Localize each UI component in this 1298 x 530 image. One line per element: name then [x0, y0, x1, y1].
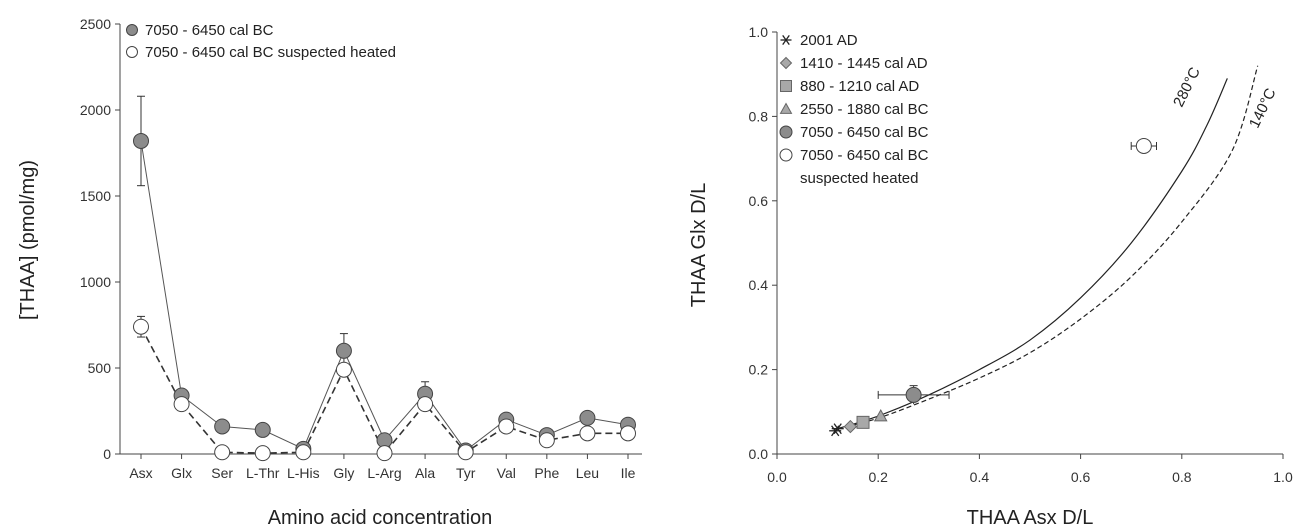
right-legend-label: 2001 AD [800, 32, 858, 49]
asterisk-stroke [782, 34, 790, 46]
left-x-tick-label: Ile [621, 465, 636, 481]
right-point-open-circle [1135, 137, 1152, 154]
left-point-heated [457, 444, 474, 461]
left-data-points [133, 132, 636, 462]
right-y-ticks: 0.0 0.2 0.4 0.6 0.8 1.0 [749, 24, 777, 462]
right-chart: 0.0 0.2 0.4 0.6 0.8 1.0 0.0 0.2 0.4 0.6 0.8 1.0 28… [688, 24, 1293, 529]
left-point-unheated [133, 132, 149, 149]
left-series-lines [140, 140, 629, 455]
right-point-asterisk [831, 423, 844, 435]
left-y-tick-label: 0 [103, 446, 111, 462]
left-chart: 0 500 1000 1500 2000 2500 Asx Glx Ser L-Thr L-His… [17, 16, 642, 529]
right-x-tick-label: 0.2 [868, 469, 888, 485]
right-x-tick-label: 0.0 [767, 469, 787, 485]
left-x-tick-label: Val [497, 465, 516, 481]
right-point-filled-circle [905, 386, 922, 403]
asterisk-stroke [833, 423, 842, 435]
left-point-unheated [335, 342, 352, 359]
left-x-axis-label: Amino acid concentration [268, 507, 493, 529]
right-curves: 280°C 140°C [837, 65, 1280, 430]
right-x-tick-label: 1.0 [1273, 469, 1293, 485]
left-x-tick-label: L-His [287, 465, 320, 481]
left-error-bars [137, 95, 592, 422]
left-legend: 7050 - 6450 cal BC 7050 - 6450 cal BC su… [126, 22, 396, 61]
right-legend-label: 2550 - 1880 cal BC [800, 101, 929, 118]
right-legend: 2001 AD 1410 - 1445 cal AD 880 - 1210 cal … [779, 32, 929, 187]
left-y-ticks: 0 500 1000 1500 2000 2500 [80, 16, 120, 462]
right-legend-label: 880 - 1210 cal AD [800, 78, 919, 95]
right-legend-marker-open-circle [779, 148, 793, 162]
left-point-heated [173, 396, 190, 413]
left-legend-marker-open [126, 46, 138, 58]
right-y-tick-label: 1.0 [749, 24, 769, 40]
left-point-heated [538, 432, 555, 449]
curve-label-140c: 140°C [1246, 86, 1280, 131]
right-data-points [829, 137, 1152, 437]
curve-140c [837, 65, 1259, 430]
right-legend-marker-triangle [779, 102, 793, 114]
curve-280c [837, 78, 1228, 430]
right-error-bars [877, 141, 1157, 405]
left-y-tick-label: 500 [88, 360, 112, 376]
right-point-triangle [873, 408, 888, 422]
right-y-tick-label: 0.2 [749, 362, 769, 378]
right-point-square [856, 415, 870, 429]
right-legend-label: 1410 - 1445 cal AD [800, 55, 928, 72]
left-x-tick-label: L-Arg [367, 465, 401, 481]
left-y-tick-label: 2000 [80, 102, 111, 118]
right-legend-label: 7050 - 6450 cal BC [800, 147, 929, 164]
left-point-unheated [214, 418, 231, 435]
left-point-heated [376, 445, 393, 462]
left-y-tick-label: 1000 [80, 274, 111, 290]
left-legend-marker-filled [126, 24, 138, 36]
left-x-tick-label: Ser [211, 465, 233, 481]
left-y-axis-label: [THAA] (pmol/mg) [17, 160, 39, 320]
left-x-tick-label: Glx [171, 465, 192, 481]
left-legend-label-2: 7050 - 6450 cal BC suspected heated [145, 44, 396, 61]
right-legend-marker-filled-circle [779, 125, 793, 139]
left-point-heated [295, 444, 312, 461]
left-x-tick-label: Ala [415, 465, 435, 481]
right-y-tick-label: 0.8 [749, 108, 769, 124]
left-point-heated [335, 361, 352, 378]
curve-label-280c: 280°C [1170, 65, 1204, 110]
left-x-tick-label: Gly [333, 465, 354, 481]
left-point-heated [620, 425, 636, 442]
left-series-line-unheated [140, 140, 629, 452]
right-legend-label: 7050 - 6450 cal BC [800, 124, 929, 141]
right-x-ticks: 0.0 0.2 0.4 0.6 0.8 1.0 [767, 454, 1293, 485]
right-y-tick-label: 0.6 [749, 193, 769, 209]
left-x-ticks: Asx Glx Ser L-Thr L-His Gly L-Arg Ala Tyr Val Phe L… [129, 454, 636, 481]
left-point-heated [498, 418, 515, 435]
left-y-tick-label: 2500 [80, 16, 111, 32]
right-legend-label-cont: suspected heated [800, 170, 918, 187]
right-x-tick-label: 0.8 [1172, 469, 1192, 485]
left-x-tick-label: Asx [129, 465, 152, 481]
right-x-axis-label: THAA Asx D/L [967, 507, 1094, 529]
left-y-tick-label: 1500 [80, 188, 111, 204]
right-legend-marker-asterisk [780, 34, 792, 46]
left-x-tick-label: Leu [576, 465, 599, 481]
right-y-tick-label: 0.0 [749, 446, 769, 462]
left-x-tick-label: L-Thr [246, 465, 280, 481]
left-point-unheated [579, 409, 596, 426]
left-point-heated [214, 444, 231, 461]
right-y-axis-label: THAA Glx D/L [688, 183, 710, 307]
right-x-tick-label: 0.6 [1071, 469, 1091, 485]
left-point-heated [417, 396, 434, 413]
left-x-tick-label: Phe [534, 465, 559, 481]
right-legend-marker-diamond [779, 56, 793, 70]
left-legend-label-1: 7050 - 6450 cal BC [145, 22, 274, 39]
right-legend-marker-square [780, 80, 792, 92]
right-point-diamond [843, 419, 858, 434]
left-point-heated [133, 318, 149, 335]
left-x-tick-label: Tyr [456, 465, 476, 481]
left-point-heated [579, 425, 596, 442]
right-y-tick-label: 0.4 [749, 277, 769, 293]
left-point-heated [254, 445, 271, 462]
right-x-tick-label: 0.4 [970, 469, 990, 485]
left-point-unheated [254, 421, 271, 438]
